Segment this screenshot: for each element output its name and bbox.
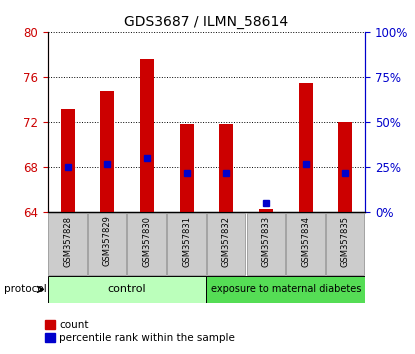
Bar	[127, 213, 166, 275]
Title: GDS3687 / ILMN_58614: GDS3687 / ILMN_58614	[124, 16, 288, 29]
Bar	[88, 213, 126, 275]
Text: GSM357832: GSM357832	[222, 216, 231, 267]
Bar	[338, 122, 352, 212]
Bar	[140, 59, 154, 212]
Text: GSM357828: GSM357828	[63, 216, 72, 267]
Bar	[286, 213, 325, 275]
Text: GSM357833: GSM357833	[261, 216, 271, 267]
Bar	[259, 209, 273, 212]
Bar	[167, 213, 206, 275]
Text: GSM357831: GSM357831	[182, 216, 191, 267]
Bar	[100, 91, 114, 212]
Text: GSM357829: GSM357829	[103, 216, 112, 267]
Text: GSM357834: GSM357834	[301, 216, 310, 267]
Bar	[326, 213, 364, 275]
Legend: count, percentile rank within the sample: count, percentile rank within the sample	[45, 320, 235, 343]
Text: GSM357835: GSM357835	[341, 216, 350, 267]
Bar	[180, 124, 193, 212]
Bar	[207, 276, 365, 303]
Bar	[299, 82, 312, 212]
Bar	[61, 109, 75, 212]
Text: control: control	[108, 284, 146, 295]
Text: exposure to maternal diabetes: exposure to maternal diabetes	[211, 284, 361, 295]
Text: protocol: protocol	[4, 284, 47, 295]
Bar	[220, 124, 233, 212]
Bar	[247, 213, 285, 275]
Bar	[48, 213, 87, 275]
Bar	[207, 213, 245, 275]
Bar	[48, 276, 207, 303]
Text: GSM357830: GSM357830	[142, 216, 151, 267]
